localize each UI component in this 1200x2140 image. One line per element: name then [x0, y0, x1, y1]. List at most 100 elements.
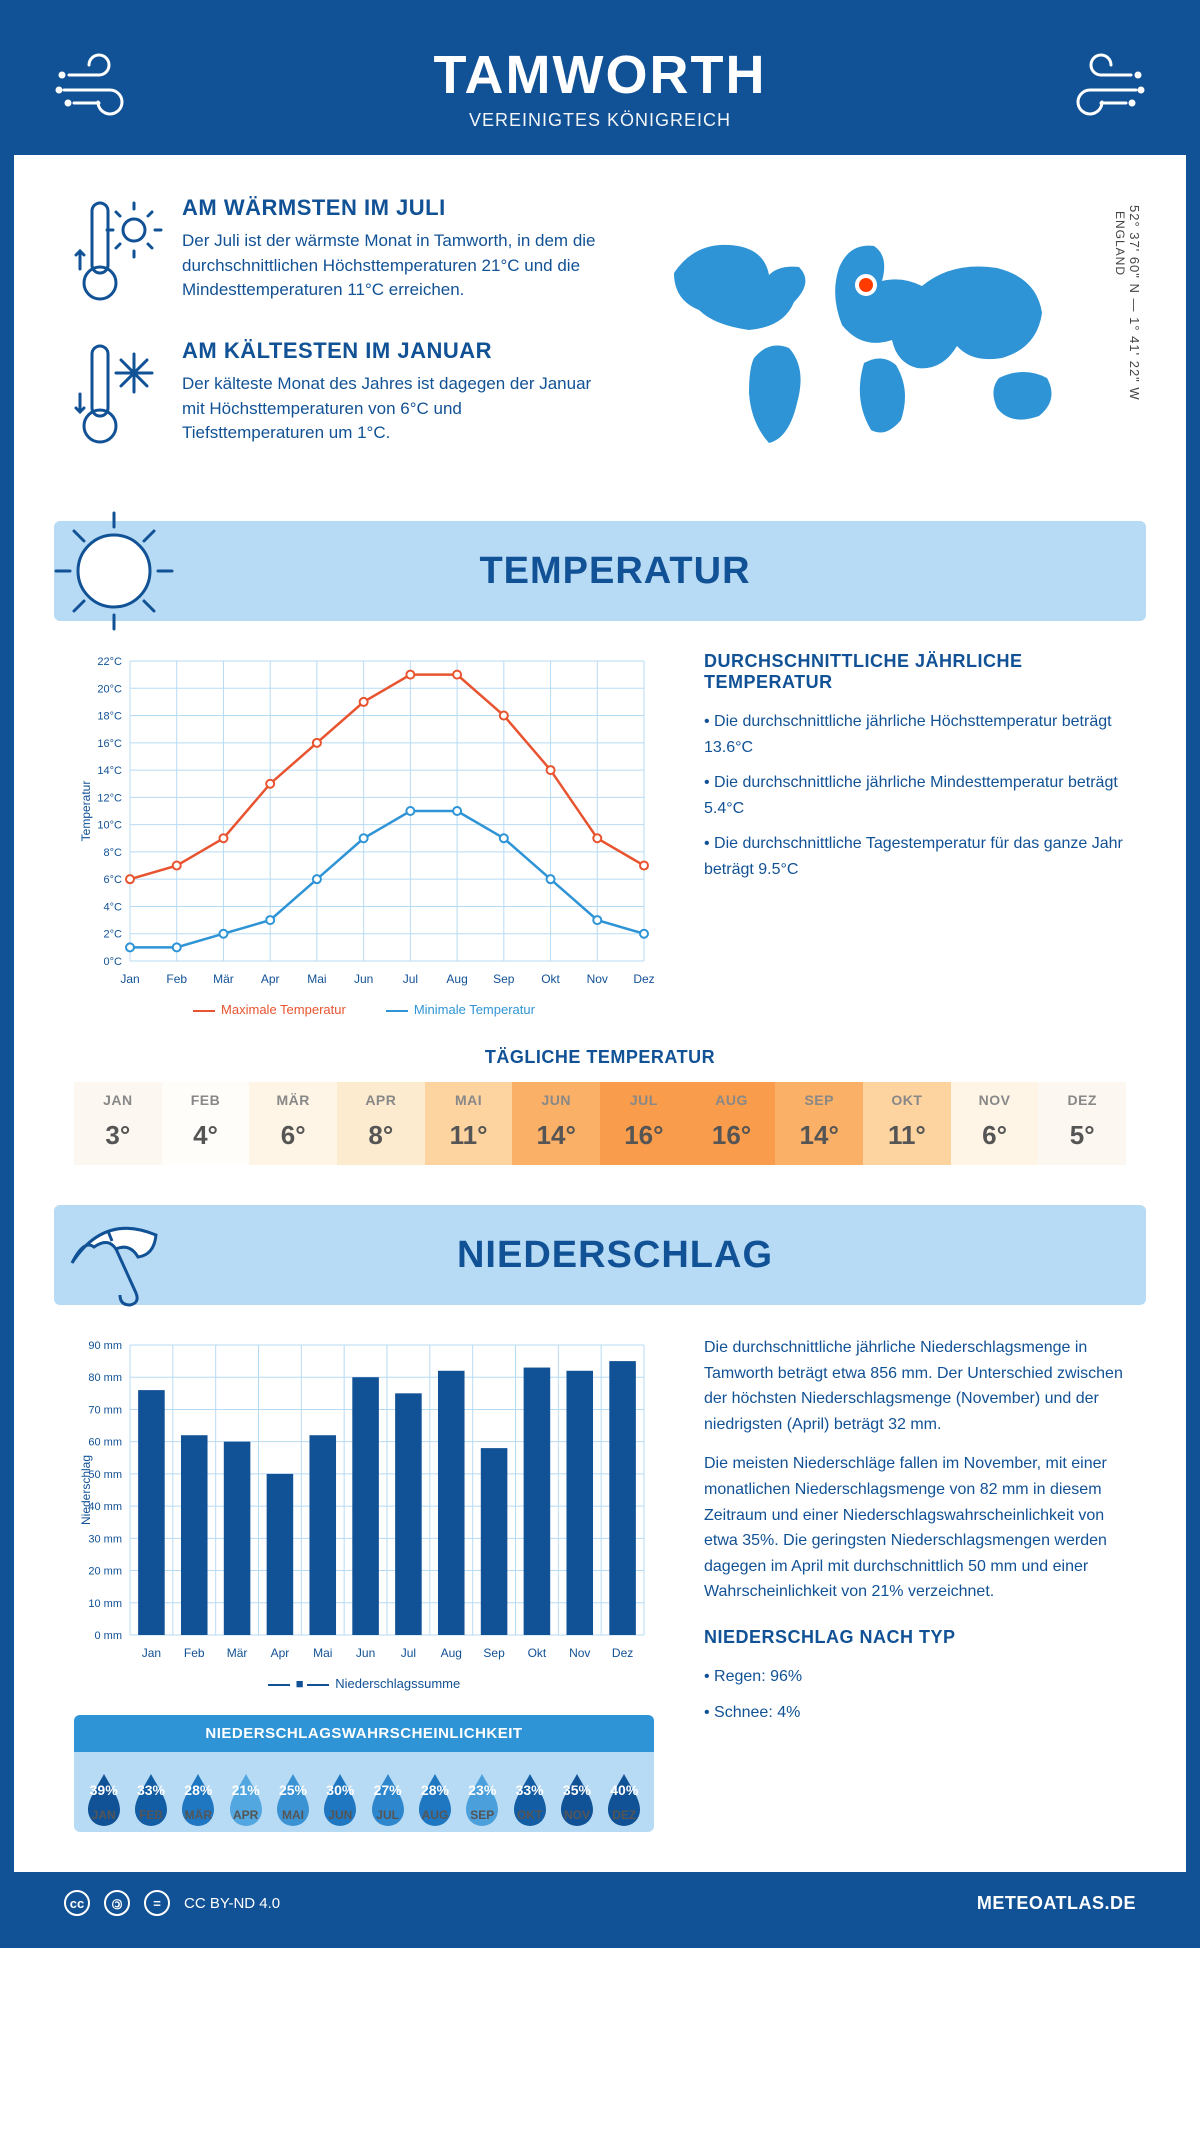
svg-text:Dez: Dez: [612, 1646, 633, 1660]
svg-text:10 mm: 10 mm: [88, 1598, 122, 1610]
coldest-text: Der kälteste Monat des Jahres ist dagege…: [182, 372, 604, 446]
precipitation-title: NIEDERSCHLAG: [184, 1234, 1046, 1277]
umbrella-icon: [44, 1185, 184, 1325]
daily-temp-title: TÄGLICHE TEMPERATUR: [14, 1047, 1186, 1068]
daily-temp-cell: APR8°: [337, 1082, 425, 1165]
country-name: VEREINIGTES KÖNIGREICH: [164, 110, 1036, 131]
coldest-fact: AM KÄLTESTEN IM JANUAR Der kälteste Mona…: [74, 338, 604, 453]
license: cc 🄯 = CC BY-ND 4.0: [64, 1890, 280, 1916]
site-name: METEOATLAS.DE: [977, 1893, 1136, 1914]
svg-text:Feb: Feb: [184, 1646, 205, 1660]
rain-type-rain: • Regen: 96%: [704, 1664, 1126, 1690]
footer: cc 🄯 = CC BY-ND 4.0 METEOATLAS.DE: [14, 1872, 1186, 1934]
by-icon: 🄯: [104, 1890, 130, 1916]
temperature-section-bar: TEMPERATUR: [54, 521, 1146, 621]
location-marker: [857, 276, 875, 294]
rain-chart-legend: ■ Niederschlagssumme: [74, 1676, 654, 1691]
daily-temp-cell: DEZ5°: [1038, 1082, 1126, 1165]
rain-prob-cell: 21% APR: [222, 1766, 269, 1822]
svg-text:80 mm: 80 mm: [88, 1372, 122, 1384]
svg-text:40 mm: 40 mm: [88, 1501, 122, 1513]
svg-text:Jun: Jun: [354, 972, 373, 986]
svg-text:0 mm: 0 mm: [95, 1630, 123, 1642]
rain-prob-cell: 28% MÄR: [175, 1766, 222, 1822]
svg-text:20 mm: 20 mm: [88, 1566, 122, 1578]
svg-text:Dez: Dez: [633, 972, 654, 986]
daily-temp-cell: OKT11°: [863, 1082, 951, 1165]
rain-prob-cell: 30% JUN: [317, 1766, 364, 1822]
rain-prob-cell: 40% DEZ: [601, 1766, 648, 1822]
daily-temp-cell: NOV6°: [951, 1082, 1039, 1165]
sun-icon: [44, 501, 184, 641]
svg-text:30 mm: 30 mm: [88, 1533, 122, 1545]
wind-icon-right: [1036, 45, 1146, 130]
rain-prob-cell: 35% NOV: [553, 1766, 600, 1822]
warmest-fact: AM WÄRMSTEN IM JULI Der Juli ist der wär…: [74, 195, 604, 310]
thermometer-cold-icon: [74, 338, 164, 453]
rain-prob-cell: 39% JAN: [80, 1766, 127, 1822]
avg-temp-b3: • Die durchschnittliche Tagestemperatur …: [704, 831, 1126, 882]
daily-temp-cell: MAI11°: [425, 1082, 513, 1165]
svg-text:14°C: 14°C: [97, 765, 122, 777]
daily-temp-cell: JUL16°: [600, 1082, 688, 1165]
page: TAMWORTH VEREINIGTES KÖNIGREICH: [0, 0, 1200, 1948]
svg-text:Okt: Okt: [541, 972, 560, 986]
svg-text:12°C: 12°C: [97, 792, 122, 804]
precipitation-text: Die durchschnittliche jährliche Niedersc…: [704, 1335, 1126, 1832]
svg-text:16°C: 16°C: [97, 738, 122, 750]
intro-section: AM WÄRMSTEN IM JULI Der Juli ist der wär…: [14, 155, 1186, 511]
svg-text:Mai: Mai: [313, 1646, 332, 1660]
coordinates: 52° 37' 60" N — 1° 41' 22" W ENGLAND: [1113, 205, 1142, 401]
svg-text:Mai: Mai: [307, 972, 326, 986]
svg-text:Sep: Sep: [483, 1646, 505, 1660]
cc-icon: cc: [64, 1890, 90, 1916]
svg-text:Jan: Jan: [142, 1646, 161, 1660]
svg-text:Temperatur: Temperatur: [79, 781, 93, 842]
daily-temp-cell: JUN14°: [512, 1082, 600, 1165]
city-name: TAMWORTH: [164, 44, 1036, 106]
svg-text:Nov: Nov: [587, 972, 608, 986]
avg-temp-b1: • Die durchschnittliche jährliche Höchst…: [704, 709, 1126, 760]
svg-text:22°C: 22°C: [97, 656, 122, 668]
temperature-title: TEMPERATUR: [184, 550, 1046, 593]
svg-text:10°C: 10°C: [97, 820, 122, 832]
svg-text:50 mm: 50 mm: [88, 1469, 122, 1481]
svg-text:8°C: 8°C: [104, 847, 123, 859]
svg-text:Sep: Sep: [493, 972, 515, 986]
wind-icon-left: [54, 45, 164, 130]
svg-text:20°C: 20°C: [97, 683, 122, 695]
rain-prob-cell: 23% SEP: [459, 1766, 506, 1822]
svg-text:Aug: Aug: [441, 1646, 462, 1660]
header: TAMWORTH VEREINIGTES KÖNIGREICH: [14, 14, 1186, 155]
svg-text:6°C: 6°C: [104, 874, 123, 886]
svg-text:Nov: Nov: [569, 1646, 590, 1660]
svg-text:70 mm: 70 mm: [88, 1404, 122, 1416]
temp-chart-legend: Maximale Temperatur Minimale Temperatur: [74, 1002, 654, 1017]
svg-text:Aug: Aug: [446, 972, 467, 986]
nd-icon: =: [144, 1890, 170, 1916]
daily-temp-grid: JAN3°FEB4°MÄR6°APR8°MAI11°JUN14°JUL16°AU…: [74, 1082, 1126, 1165]
coldest-title: AM KÄLTESTEN IM JANUAR: [182, 338, 604, 364]
daily-temp-cell: MÄR6°: [249, 1082, 337, 1165]
svg-text:Jul: Jul: [401, 1646, 416, 1660]
svg-text:Mär: Mär: [213, 972, 234, 986]
world-map: 52° 37' 60" N — 1° 41' 22" W ENGLAND: [644, 195, 1126, 481]
svg-text:0°C: 0°C: [104, 956, 123, 968]
rain-p2: Die meisten Niederschläge fallen im Nove…: [704, 1451, 1126, 1605]
svg-text:Mär: Mär: [227, 1646, 248, 1660]
rain-type-title: NIEDERSCHLAG NACH TYP: [704, 1627, 1126, 1648]
rain-prob-cell: 27% JUL: [364, 1766, 411, 1822]
rain-prob-cell: 25% MAI: [269, 1766, 316, 1822]
svg-text:Jul: Jul: [403, 972, 418, 986]
temperature-content: 0°C2°C4°C6°C8°C10°C12°C14°C16°C18°C20°C2…: [14, 621, 1186, 1037]
svg-text:90 mm: 90 mm: [88, 1340, 122, 1352]
svg-text:Feb: Feb: [166, 972, 187, 986]
rain-type-snow: • Schnee: 4%: [704, 1700, 1126, 1726]
avg-temp-title: DURCHSCHNITTLICHE JÄHRLICHE TEMPERATUR: [704, 651, 1126, 693]
rain-prob-cell: 33% FEB: [127, 1766, 174, 1822]
temperature-line-chart: 0°C2°C4°C6°C8°C10°C12°C14°C16°C18°C20°C2…: [74, 651, 654, 991]
precipitation-bar-chart: 0 mm10 mm20 mm30 mm40 mm50 mm60 mm70 mm8…: [74, 1335, 654, 1665]
rain-prob-title: NIEDERSCHLAGSWAHRSCHEINLICHKEIT: [74, 1715, 654, 1752]
daily-temp-cell: JAN3°: [74, 1082, 162, 1165]
precipitation-section-bar: NIEDERSCHLAG: [54, 1205, 1146, 1305]
